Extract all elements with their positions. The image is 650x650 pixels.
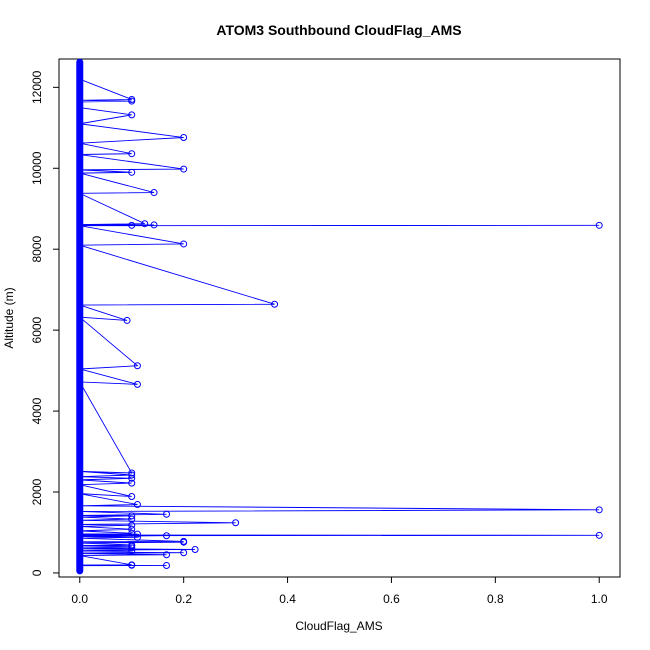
data-point (128, 168, 136, 176)
data-point (133, 501, 141, 509)
data-point (232, 519, 240, 527)
data-point (128, 521, 136, 529)
data-point (150, 221, 158, 229)
data-point (128, 544, 136, 552)
data-point (128, 469, 136, 477)
data-point (128, 474, 136, 482)
data-point (163, 561, 171, 569)
data-point (180, 165, 188, 173)
data-point (133, 530, 141, 538)
data-point (133, 380, 141, 388)
y-tick-label: 0 (30, 569, 44, 576)
data-point (133, 362, 141, 370)
y-tick-label: 2000 (30, 478, 44, 505)
data-point (595, 221, 603, 229)
x-tick-label: 1.0 (591, 592, 608, 606)
data-point (180, 240, 188, 248)
data-point (128, 471, 136, 479)
y-tick-label: 4000 (30, 397, 44, 424)
y-tick-label: 6000 (30, 316, 44, 343)
data-point (128, 525, 136, 533)
x-axis-label: CloudFlag_AMS (295, 619, 382, 633)
data-point (191, 545, 199, 553)
x-tick-label: 0.2 (175, 592, 192, 606)
data-point (163, 532, 171, 540)
data-point (180, 134, 188, 142)
chart-title: ATOM3 Southbound CloudFlag_AMS (216, 22, 461, 38)
data-point (128, 221, 136, 229)
data-point (163, 551, 171, 559)
y-axis: 0 2000 4000 6000 8000 10000 12000 (30, 70, 60, 576)
y-tick-label: 8000 (30, 236, 44, 263)
data-point (128, 492, 136, 500)
data-point (128, 561, 136, 569)
y-axis-label: Altitude (m) (2, 287, 16, 348)
data-point (595, 531, 603, 539)
y-tick-label: 12000 (30, 70, 44, 104)
data-point (271, 300, 279, 308)
data-point (128, 512, 136, 520)
data-point (595, 506, 603, 514)
data-point (180, 549, 188, 557)
x-tick-label: 0.0 (71, 592, 88, 606)
data-point (141, 220, 149, 228)
data-point (123, 316, 131, 324)
plot-frame (58, 58, 621, 578)
data-point (128, 547, 136, 555)
plot-series (76, 58, 603, 575)
data-point (180, 538, 188, 546)
data-point (128, 97, 136, 105)
y-tick-label: 10000 (30, 151, 44, 185)
x-tick-label: 0.4 (279, 592, 296, 606)
series-line (78, 63, 600, 569)
data-point (128, 150, 136, 158)
data-point (128, 111, 136, 119)
x-tick-label: 0.8 (487, 592, 504, 606)
data-point (163, 510, 171, 518)
data-point (128, 479, 136, 487)
data-point (133, 533, 141, 541)
data-point (150, 189, 158, 197)
x-axis: 0.0 0.2 0.4 0.6 0.8 1.0 (71, 576, 608, 606)
x-tick-label: 0.6 (383, 592, 400, 606)
